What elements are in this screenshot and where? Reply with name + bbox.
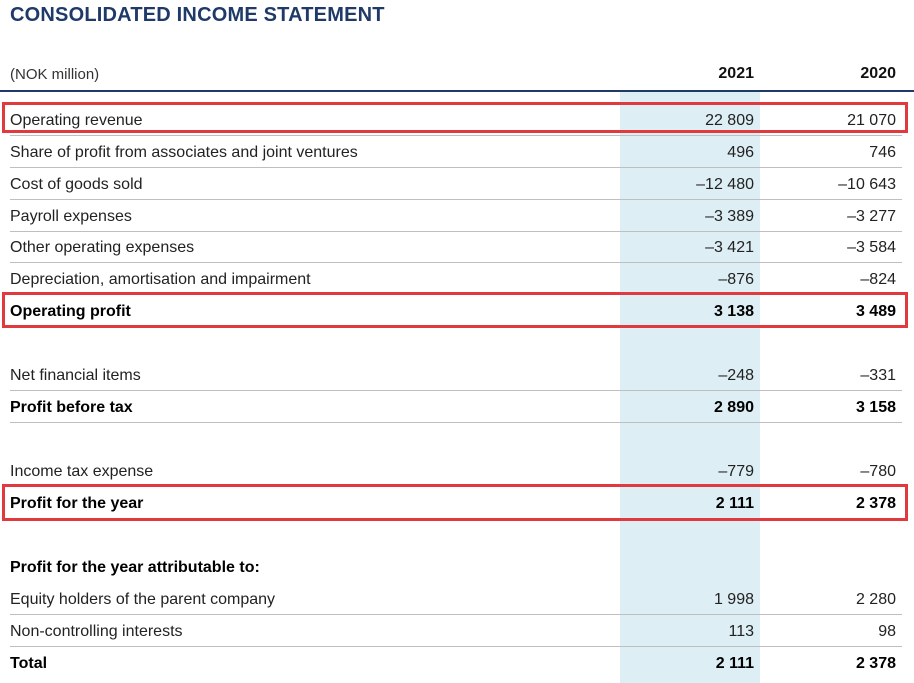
row-label: Total bbox=[10, 655, 48, 672]
value-2021: –3 421 bbox=[705, 239, 754, 256]
value-2020: 21 070 bbox=[847, 112, 896, 129]
row-divider bbox=[10, 422, 902, 423]
row-divider bbox=[10, 262, 902, 263]
column-header-2021: 2021 bbox=[718, 65, 754, 82]
row-label: Profit for the year bbox=[10, 495, 144, 512]
value-2020: 746 bbox=[869, 144, 896, 161]
row-profit-before-tax: Profit before tax 2 890 3 158 bbox=[0, 391, 914, 423]
value-2021: –876 bbox=[718, 271, 754, 288]
value-2021: –3 389 bbox=[705, 208, 754, 225]
value-2021: –12 480 bbox=[696, 176, 754, 193]
row-divider bbox=[10, 614, 902, 615]
value-2020: 98 bbox=[878, 623, 896, 640]
highlight-box-profit-for-the-year bbox=[2, 484, 908, 521]
value-2021: –779 bbox=[718, 463, 754, 480]
row-total: Total 2 111 2 378 bbox=[0, 647, 914, 679]
row-label: Income tax expense bbox=[10, 463, 154, 480]
row-divider bbox=[10, 167, 902, 168]
value-2021: 2 111 bbox=[715, 655, 754, 672]
value-2020: 2 378 bbox=[855, 495, 896, 512]
row-label: Non-controlling interests bbox=[10, 623, 183, 640]
value-2020: –10 643 bbox=[838, 176, 896, 193]
highlight-box-operating-revenue bbox=[2, 102, 908, 133]
value-2020: –331 bbox=[860, 367, 896, 384]
value-2021: 3 138 bbox=[713, 303, 754, 320]
row-operating-revenue: Operating revenue 22 809 21 070 bbox=[0, 104, 914, 136]
row-label: Profit before tax bbox=[10, 399, 133, 416]
current-year-column-shade bbox=[620, 92, 760, 683]
row-divider bbox=[10, 199, 902, 200]
column-header-2020: 2020 bbox=[860, 65, 896, 82]
row-label: Operating profit bbox=[10, 303, 131, 320]
row-equity-holders: Equity holders of the parent company 1 9… bbox=[0, 583, 914, 615]
value-2020: 2 280 bbox=[855, 591, 896, 608]
row-divider bbox=[10, 390, 902, 391]
row-label: Payroll expenses bbox=[10, 208, 132, 225]
row-label: Operating revenue bbox=[10, 112, 143, 129]
statement-title: CONSOLIDATED INCOME STATEMENT bbox=[10, 4, 385, 26]
value-2020: 3 158 bbox=[855, 399, 896, 416]
row-net-financial-items: Net financial items –248 –331 bbox=[0, 359, 914, 391]
section-heading: Profit for the year attributable to: bbox=[10, 559, 260, 576]
row-label: Net financial items bbox=[10, 367, 141, 384]
value-2021: 1 998 bbox=[713, 591, 754, 608]
row-label: Cost of goods sold bbox=[10, 176, 143, 193]
value-2020: 2 378 bbox=[855, 655, 896, 672]
value-2021: 22 809 bbox=[705, 112, 754, 129]
row-label: Depreciation, amortisation and impairmen… bbox=[10, 271, 311, 288]
value-2020: –3 277 bbox=[847, 208, 896, 225]
row-label: Equity holders of the parent company bbox=[10, 591, 276, 608]
row-income-tax-expense: Income tax expense –779 –780 bbox=[0, 455, 914, 487]
highlight-box-operating-profit bbox=[2, 292, 908, 328]
row-label: Share of profit from associates and join… bbox=[10, 144, 358, 161]
row-other-operating-expenses: Other operating expenses –3 421 –3 584 bbox=[0, 231, 914, 263]
row-share-of-profit: Share of profit from associates and join… bbox=[0, 136, 914, 168]
value-2020: –824 bbox=[860, 271, 896, 288]
value-2021: 113 bbox=[728, 623, 754, 640]
value-2021: 2 111 bbox=[715, 495, 754, 512]
row-divider bbox=[10, 135, 902, 136]
row-non-controlling-interests: Non-controlling interests 113 98 bbox=[0, 615, 914, 647]
row-label: Other operating expenses bbox=[10, 239, 195, 256]
unit-label: (NOK million) bbox=[10, 66, 100, 83]
row-depreciation: Depreciation, amortisation and impairmen… bbox=[0, 263, 914, 295]
row-divider bbox=[10, 646, 902, 647]
value-2020: –780 bbox=[860, 463, 896, 480]
value-2020: –3 584 bbox=[847, 239, 896, 256]
row-divider bbox=[10, 231, 902, 232]
row-attribution-heading: Profit for the year attributable to: bbox=[0, 551, 914, 583]
value-2021: 2 890 bbox=[713, 399, 754, 416]
value-2021: –248 bbox=[718, 367, 754, 384]
row-payroll-expenses: Payroll expenses –3 389 –3 277 bbox=[0, 200, 914, 232]
table-header: (NOK million) 2021 2020 bbox=[0, 56, 914, 92]
row-cost-of-goods-sold: Cost of goods sold –12 480 –10 643 bbox=[0, 168, 914, 200]
value-2021: 496 bbox=[727, 144, 754, 161]
value-2020: 3 489 bbox=[855, 303, 896, 320]
